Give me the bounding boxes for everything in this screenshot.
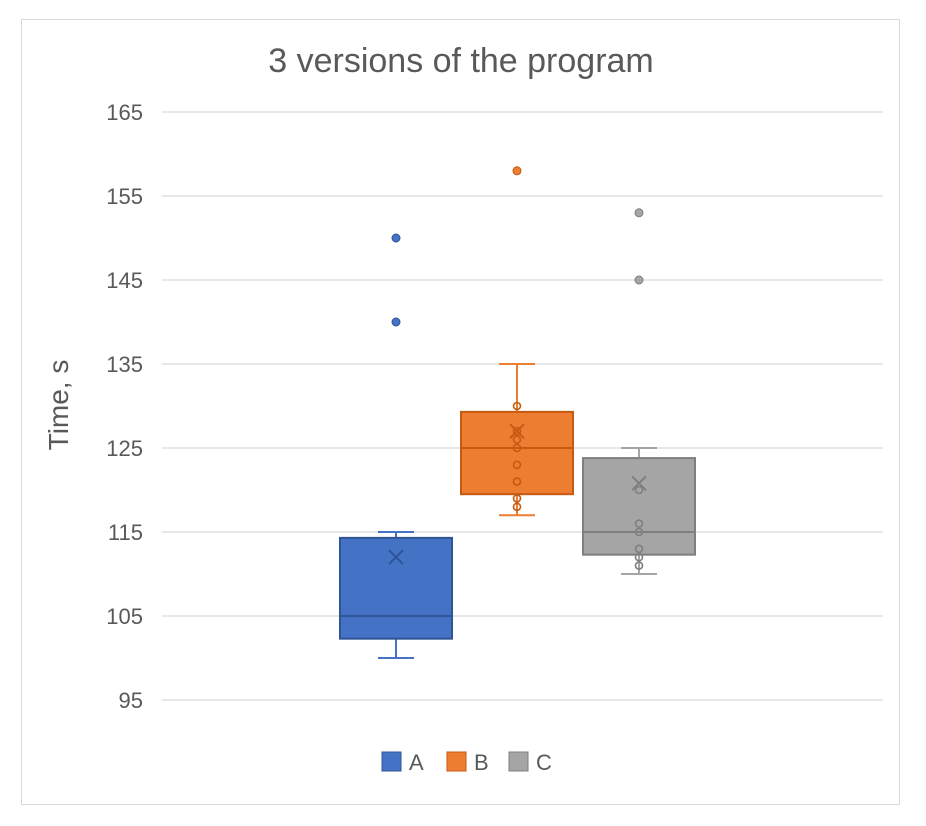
y-tick-label: 125 — [106, 436, 143, 461]
box-B — [460, 166, 574, 517]
box — [339, 536, 453, 640]
legend-label-C: C — [536, 750, 552, 775]
inner-point — [634, 519, 644, 528]
legend-swatch-C — [508, 751, 529, 772]
y-tick-label: 95 — [119, 688, 143, 713]
y-tick-label: 135 — [106, 352, 143, 377]
inner-point — [512, 426, 522, 436]
y-tick-labels: 95 105 115 125 135 145 155 165 — [106, 100, 143, 713]
inner-point — [512, 443, 522, 453]
inner-point — [634, 485, 644, 495]
inner-point — [634, 527, 644, 537]
box — [582, 457, 696, 556]
legend-label-A: A — [409, 750, 424, 775]
inner-point — [512, 401, 522, 411]
y-tick-label: 145 — [106, 268, 143, 293]
box-plots — [339, 166, 696, 659]
mean-marker — [631, 475, 647, 491]
chart-title: 3 versions of the program — [268, 42, 654, 80]
outlier-point — [391, 317, 401, 327]
inner-point — [512, 502, 522, 512]
box-A — [339, 233, 453, 659]
y-tick-label: 105 — [106, 604, 143, 629]
inner-point — [512, 494, 522, 503]
legend-swatch-A — [381, 751, 402, 772]
inner-point — [512, 435, 522, 444]
inner-point — [634, 544, 644, 554]
mean-marker — [509, 423, 525, 439]
outlier-point — [391, 233, 401, 243]
box — [460, 410, 574, 496]
inner-point — [634, 561, 644, 570]
inner-point — [634, 552, 644, 562]
y-axis-title: Time, s — [43, 360, 74, 451]
inner-point — [512, 460, 522, 470]
y-tick-label: 165 — [106, 100, 143, 125]
y-tick-label: 155 — [106, 184, 143, 209]
outlier-point — [634, 275, 644, 285]
legend-label-B: B — [474, 750, 489, 775]
legend: A B C — [381, 750, 552, 775]
legend-swatch-B — [446, 751, 467, 772]
gridlines — [162, 111, 883, 701]
outlier-point — [634, 208, 644, 218]
inner-point — [512, 477, 522, 486]
y-tick-label: 115 — [108, 520, 143, 545]
mean-marker — [388, 549, 404, 565]
box-C — [582, 208, 696, 575]
outlier-point — [512, 166, 522, 176]
